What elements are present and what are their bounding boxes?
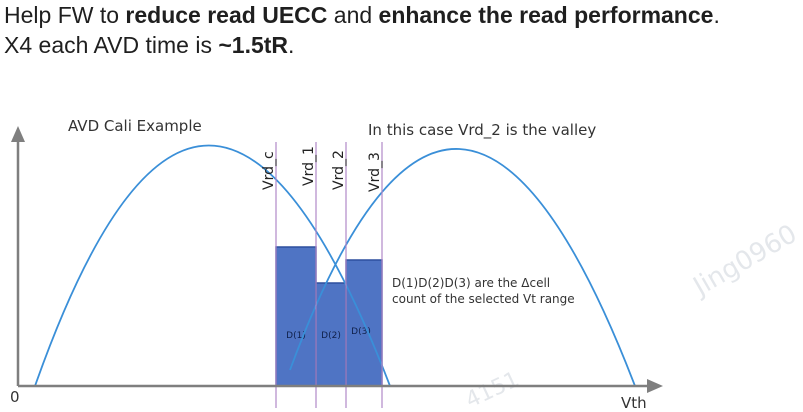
read-level-label-vrd-c: Vrd_c [261, 151, 277, 190]
bar-label-d3: D(3) [351, 327, 371, 337]
read-level-label-vrd-2: Vrd_2 [331, 150, 347, 190]
right-distribution-curve [289, 148, 636, 387]
delta-note-line-2: count of the selected Vt range [392, 292, 575, 306]
read-level-label-vrd-1: Vrd_1 [301, 146, 317, 186]
heading-line-2: X4 each AVD time is ~1.5tR. [4, 32, 294, 59]
valley-note: In this case Vrd_2 is the valley [368, 121, 596, 140]
bar-label-d1: D(1) [286, 331, 306, 341]
x-axis-arrow [647, 379, 663, 393]
x-axis-label: Vth [621, 394, 647, 412]
heading-line1-mid: and [327, 2, 379, 28]
heading-line-1: Help FW to reduce read UECC and enhance … [4, 2, 720, 29]
heading-line2-suffix: . [288, 32, 295, 58]
diagram-title: AVD Cali Example [68, 117, 202, 135]
y-axis-arrow [11, 126, 25, 142]
left-distribution-curve [34, 144, 391, 387]
watermark-text-2: 4151 [462, 367, 523, 412]
origin-label: 0 [10, 388, 20, 406]
delta-note-line-1: D(1)D(2)D(3) are the Δcell [392, 276, 550, 290]
heading-line2-prefix: X4 each AVD time is [4, 32, 219, 58]
watermark-text: Jing0960 [687, 219, 802, 303]
heading-bold-avd-time: ~1.5tR [218, 32, 289, 58]
heading-line1-prefix: Help FW to [4, 2, 126, 28]
bar-label-d2: D(2) [321, 331, 341, 341]
heading-line1-suffix: . [713, 2, 720, 28]
bar-d1 [275, 246, 317, 387]
heading-bold-reduce-uecc: reduce read UECC [125, 2, 328, 28]
read-level-label-vrd-3: Vrd_3 [367, 152, 383, 192]
heading-bold-read-performance: enhance the read performance [378, 2, 714, 28]
